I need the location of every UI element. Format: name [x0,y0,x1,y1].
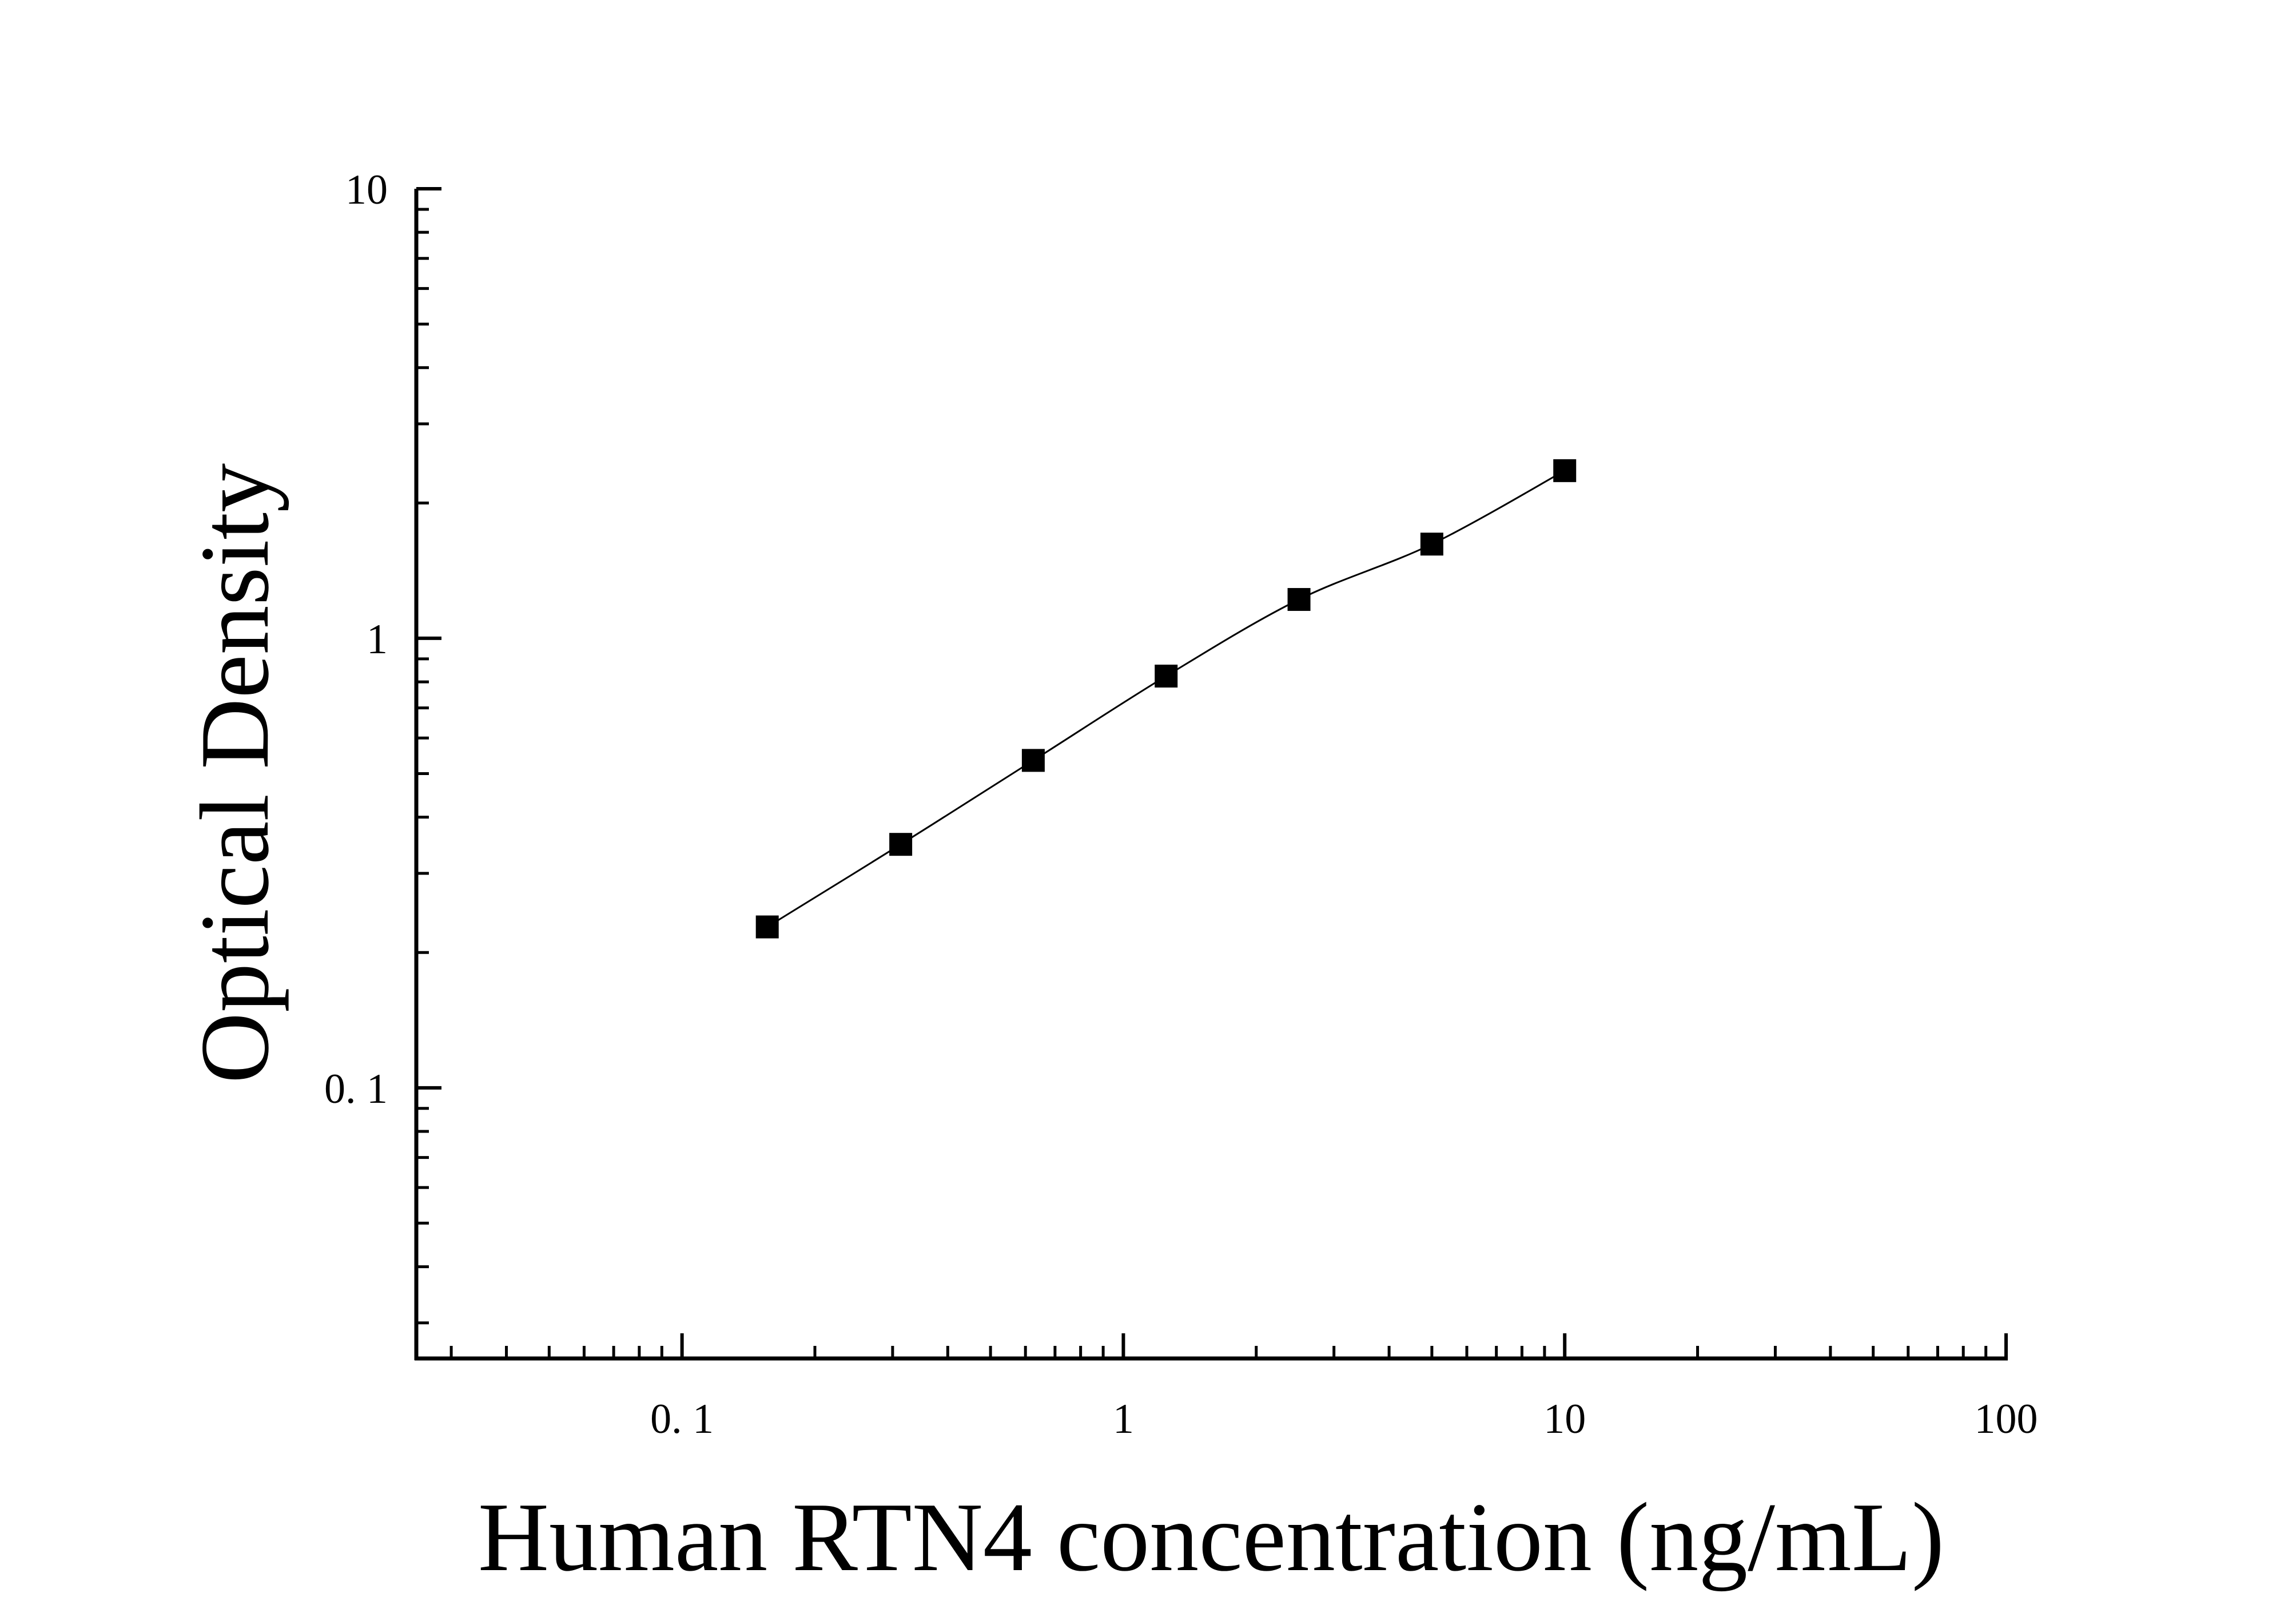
x-tick-label: 100 [1975,1396,2038,1443]
data-point-marker [1553,459,1577,482]
data-point-marker [1287,588,1311,611]
data-points [755,459,1577,939]
x-tick-label: 10 [1543,1396,1586,1443]
y-axis-title: Optical Density [181,463,289,1083]
data-point-marker [889,833,913,856]
data-point-marker [1420,533,1443,556]
y-tick-label: 10 [345,166,388,213]
data-point-marker [755,915,779,939]
y-tick-label: 0. 1 [324,1066,388,1113]
x-axis-title: Human RTN4 concentration (ng/mL) [478,1483,1944,1592]
tick-labels: 0. 1 1 10 100 0. 1 1 10 [324,166,2038,1443]
x-tick-label: 1 [1113,1396,1134,1443]
data-point-marker [1021,749,1045,772]
y-tick-label: 1 [367,616,388,663]
data-point-marker [1155,664,1178,688]
major-ticks [416,187,2008,1358]
minor-ticks [416,208,1988,1358]
fit-curve-line [766,470,1565,928]
x-tick-label: 0. 1 [650,1396,714,1443]
